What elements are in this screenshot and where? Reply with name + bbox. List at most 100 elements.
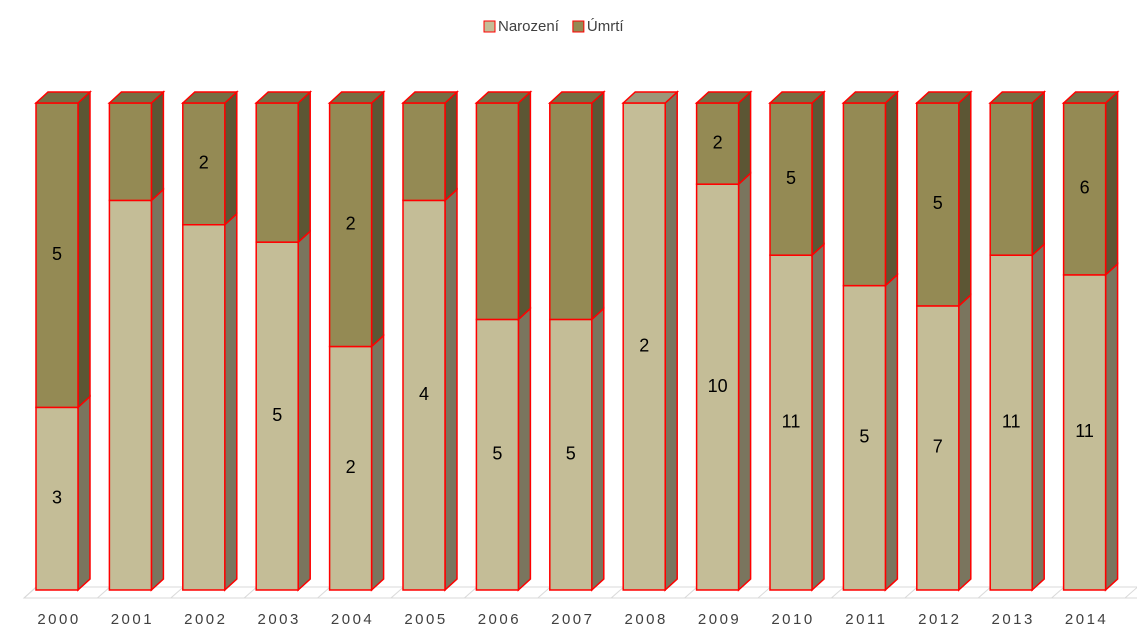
x-tick-label: 2007 xyxy=(551,611,594,628)
bar-side xyxy=(591,306,605,592)
data-label: 5 xyxy=(566,443,576,463)
bar-top xyxy=(914,91,973,104)
bar-side xyxy=(884,272,899,592)
bar-side xyxy=(664,90,678,592)
bar xyxy=(769,254,813,591)
bar xyxy=(916,102,960,307)
data-label: 5 xyxy=(786,168,796,188)
bar-side xyxy=(517,306,532,592)
bar xyxy=(402,102,446,202)
legend-label: Úmrtí xyxy=(587,18,624,35)
bar-top xyxy=(694,91,753,104)
data-label: 5 xyxy=(272,405,282,425)
x-tick-label: 2009 xyxy=(698,611,741,628)
legend-label: Narození xyxy=(498,18,560,35)
bar-side xyxy=(370,333,385,592)
bar xyxy=(255,102,299,243)
data-label: 2 xyxy=(639,335,649,355)
x-tick-label: 2013 xyxy=(992,611,1035,628)
bar xyxy=(695,102,740,185)
bar-top xyxy=(988,91,1047,104)
bar-side xyxy=(958,293,972,592)
bar xyxy=(182,224,226,591)
data-label: 2 xyxy=(713,132,723,152)
x-tick-label: 2014 xyxy=(1065,611,1108,628)
bar-side xyxy=(1104,90,1119,277)
bar xyxy=(108,102,153,202)
bar xyxy=(549,102,593,321)
x-tick-label: 2005 xyxy=(404,611,447,628)
data-label: 11 xyxy=(1075,421,1094,441)
x-tick-label: 2008 xyxy=(625,611,668,628)
data-label: 5 xyxy=(859,427,869,447)
x-tick-label: 2003 xyxy=(258,611,301,628)
bar-side xyxy=(884,90,899,288)
bar-side xyxy=(1104,262,1119,592)
bar xyxy=(989,102,1033,256)
bar-side xyxy=(811,90,825,257)
x-tick-label: 2000 xyxy=(37,611,80,628)
bar-top xyxy=(621,91,680,104)
bar xyxy=(916,305,960,591)
bar xyxy=(989,254,1033,591)
data-label: 11 xyxy=(782,411,801,431)
floor-line xyxy=(1124,586,1137,599)
bar xyxy=(549,318,593,591)
bar xyxy=(695,183,740,591)
bar xyxy=(842,284,887,591)
bar-top xyxy=(547,91,606,104)
data-label: 5 xyxy=(933,193,943,213)
x-tick-label: 2011 xyxy=(845,611,887,628)
bar-side xyxy=(811,242,825,592)
x-tick-label: 2010 xyxy=(771,611,814,628)
bar xyxy=(1062,274,1107,591)
data-label: 4 xyxy=(419,384,429,404)
bar-side xyxy=(297,229,311,592)
bar-top xyxy=(768,91,826,104)
bar-side xyxy=(1031,90,1045,257)
bar-side xyxy=(77,90,91,410)
bar-side xyxy=(444,90,458,203)
bar xyxy=(1062,102,1107,276)
x-tick-label: 2002 xyxy=(184,611,227,628)
bar-top xyxy=(180,91,239,104)
data-label: 2 xyxy=(346,457,356,477)
bar-side xyxy=(77,394,91,592)
legend-swatch xyxy=(572,20,585,33)
bar-side xyxy=(591,90,605,322)
bar-top xyxy=(107,91,166,104)
bar-top xyxy=(254,91,313,104)
bar-side xyxy=(224,212,238,592)
bar xyxy=(402,199,446,591)
bar xyxy=(475,102,520,321)
bar-top xyxy=(401,91,459,104)
bar xyxy=(328,345,373,591)
data-label: 3 xyxy=(52,487,62,507)
bar-side xyxy=(737,171,752,592)
bar-top xyxy=(327,91,386,104)
bar-top xyxy=(34,91,92,104)
data-label: 5 xyxy=(52,244,62,264)
x-tick-label: 2001 xyxy=(111,611,154,628)
bar-side xyxy=(224,90,238,227)
bar-side xyxy=(517,90,532,322)
bar xyxy=(35,102,79,409)
bar xyxy=(475,318,520,591)
x-tick-label: 2012 xyxy=(918,611,961,628)
bar xyxy=(842,102,887,287)
data-label: 10 xyxy=(708,376,728,396)
data-label: 2 xyxy=(199,153,209,173)
legend: Narození Úmrtí xyxy=(483,18,624,35)
bar-side xyxy=(150,90,165,203)
data-label: 11 xyxy=(1002,411,1021,431)
bar-top xyxy=(1061,91,1120,104)
bar xyxy=(622,102,666,591)
bar-side xyxy=(150,187,165,592)
x-tick-label: 2004 xyxy=(331,611,374,628)
bar xyxy=(35,406,79,591)
data-label: 2 xyxy=(346,214,356,234)
data-label: 7 xyxy=(933,437,943,457)
legend-swatch xyxy=(483,20,496,33)
bar-side xyxy=(737,90,752,186)
